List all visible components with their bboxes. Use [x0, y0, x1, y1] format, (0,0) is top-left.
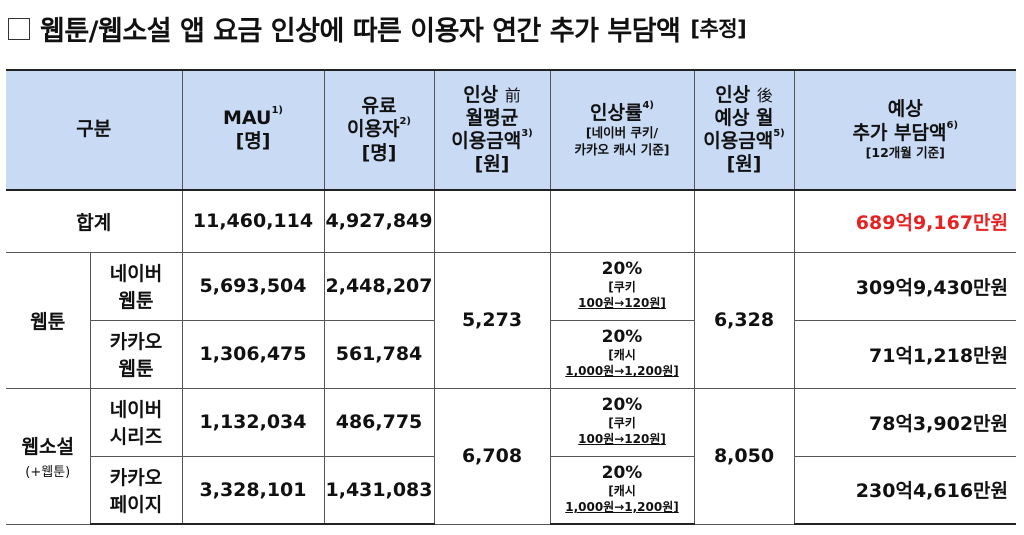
header-paid-users: 유료 이용자2) [명] [323, 69, 435, 191]
burden-cell: 78억3,902만원 [793, 387, 1016, 457]
header-row: 구분 MAU1) [명] 유료 이용자2) [명] 인상 前 월평균 이용금액3… [6, 69, 1016, 191]
page-title: 웹툰/웹소설 앱 요금 인상에 따른 이용자 연간 추가 부담액 [추정] [8, 6, 747, 50]
service-name: 네이버 웹툰 [89, 251, 183, 321]
service-name: 카카오 웹툰 [89, 319, 183, 389]
paid-cell: 561,784 [323, 319, 435, 389]
header-after-amount: 인상 後 예상 월 이용금액5) [원] [693, 69, 795, 191]
table-row: 카카오 웹툰 1,306,475 561,784 20% [캐시 1,000원→1… [6, 319, 1016, 389]
paid-cell: 1,431,083 [323, 455, 435, 525]
header-rate: 인상률4) [네이버 쿠키/ 카카오 캐시 기준] [549, 69, 695, 191]
total-mau: 11,460,114 [181, 189, 325, 253]
title-text: 웹툰/웹소설 앱 요금 인상에 따른 이용자 연간 추가 부담액 [40, 15, 681, 47]
total-burden: 689억9,167만원 [793, 189, 1016, 253]
mau-cell: 3,328,101 [181, 455, 325, 525]
mau-cell: 5,693,504 [181, 251, 325, 321]
burden-cell: 230억4,616만원 [793, 455, 1016, 525]
burden-cell: 309억9,430만원 [793, 251, 1016, 321]
total-before-empty [433, 189, 551, 253]
rate-cell: 20% [쿠키 100원→120원] [549, 387, 695, 457]
header-category: 구분 [6, 69, 183, 191]
group-label: 웹툰 [6, 251, 91, 389]
header-before-amount: 인상 前 월평균 이용금액3) [원] [433, 69, 551, 191]
total-after-empty [693, 189, 795, 253]
before-amount-cell: 5,273 [433, 251, 551, 389]
mau-cell: 1,132,034 [181, 387, 325, 457]
title-tag: [추정] [690, 17, 747, 41]
table-row: 카카오 페이지 3,328,101 1,431,083 20% [캐시 1,000… [6, 455, 1016, 525]
total-row: 합계 11,460,114 4,927,849 689억9,167만원 [6, 189, 1016, 253]
table-row: 웹소설 (+웹툰) 네이버 시리즈 1,132,034 486,775 6,708… [6, 387, 1016, 525]
rate-cell: 20% [캐시 1,000원→1,200원] [549, 319, 695, 389]
rate-cell: 20% [쿠키 100원→120원] [549, 251, 695, 321]
total-rate-empty [549, 189, 695, 253]
service-name: 네이버 시리즈 [89, 387, 183, 457]
before-amount-cell: 6,708 [433, 387, 551, 525]
table-row: 웹툰 네이버 웹툰 5,693,504 2,448,207 5,273 20% [… [6, 251, 1016, 389]
total-paid: 4,927,849 [323, 189, 435, 253]
after-amount-cell: 6,328 [693, 251, 795, 389]
checkbox-square-icon [8, 18, 30, 40]
header-burden: 예상 추가 부담액6) [12개월 기준] [793, 69, 1016, 191]
header-mau: MAU1) [명] [181, 69, 325, 191]
total-label: 합계 [6, 189, 183, 253]
service-name: 카카오 페이지 [89, 455, 183, 525]
group-label: 웹소설 (+웹툰) [6, 387, 91, 525]
burden-cell: 71억1,218만원 [793, 319, 1016, 389]
rate-cell: 20% [캐시 1,000원→1,200원] [549, 455, 695, 525]
paid-cell: 2,448,207 [323, 251, 435, 321]
mau-cell: 1,306,475 [181, 319, 325, 389]
paid-cell: 486,775 [323, 387, 435, 457]
after-amount-cell: 8,050 [693, 387, 795, 525]
burden-table: 구분 MAU1) [명] 유료 이용자2) [명] 인상 前 월평균 이용금액3… [6, 69, 1016, 525]
